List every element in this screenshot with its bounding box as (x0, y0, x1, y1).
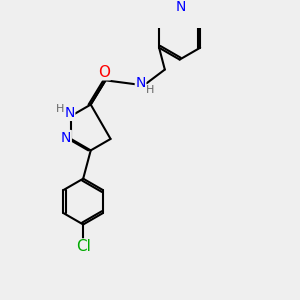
Text: N: N (176, 0, 186, 14)
Text: N: N (61, 130, 71, 145)
Text: O: O (98, 65, 110, 80)
Text: H: H (146, 85, 155, 95)
Text: N: N (135, 76, 146, 90)
Text: Cl: Cl (76, 239, 91, 254)
Text: N: N (64, 106, 75, 120)
Text: H: H (56, 104, 64, 114)
